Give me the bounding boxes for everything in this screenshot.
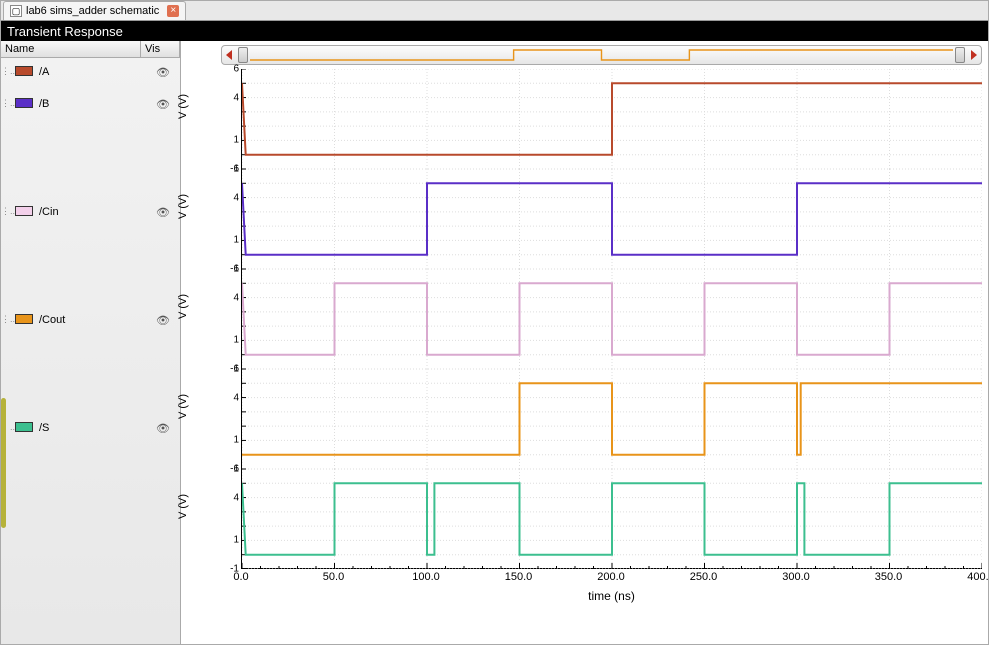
scroll-handle-right[interactable] [955,47,965,63]
legend-header: Name Vis [1,41,180,58]
tree-icon: ⋮.. [1,98,15,109]
scroll-left-icon[interactable] [226,50,232,60]
color-swatch [15,314,33,324]
legend-row-A[interactable]: ⋮.. /A👁 [1,58,180,94]
y-tick: 6 [233,464,239,475]
legend-col-name[interactable]: Name [1,41,141,57]
selection-indicator [1,398,6,528]
color-swatch [15,206,33,216]
y-tick: 6 [233,64,239,75]
legend-row-B[interactable]: ⋮.. /B👁 [1,94,180,202]
subplot-S: V (V)-1146 [181,469,982,569]
waveform-plot[interactable] [242,169,982,269]
y-tick: 1 [233,535,239,546]
x-axis-label: time (ns) [588,589,635,603]
x-tick: 150.0 [505,571,533,583]
schematic-tab[interactable]: ▢ lab6 sims_adder schematic × [3,1,186,20]
y-tick: 4 [233,492,239,503]
visibility-eye-icon[interactable]: 👁 [154,422,172,435]
tab-doc-icon: ▢ [10,5,22,17]
x-tick: 200.0 [597,571,625,583]
subplot-Cout: V (V)-1146 [181,369,982,469]
y-tick: 1 [233,235,239,246]
close-icon[interactable]: × [167,5,179,17]
waveform-plot[interactable] [242,369,982,469]
legend-row-Cout[interactable]: ⋮.. /Cout👁 [1,310,180,418]
x-tick: 0.0 [233,571,248,583]
signal-name: /Cin [39,206,154,218]
waveform-plot[interactable] [242,269,982,369]
signal-name: /B [39,98,154,110]
subplot-Cin: V (V)-1146 [181,269,982,369]
x-tick: 350.0 [875,571,903,583]
x-axis: 0.050.0100.0150.0200.0250.0300.0350.0400… [181,569,982,619]
scroll-handle-left[interactable] [238,47,248,63]
x-tick: 250.0 [690,571,718,583]
legend-col-vis[interactable]: Vis [141,41,180,57]
color-swatch [15,422,33,432]
waveform-plot[interactable] [242,69,982,169]
y-tick: 4 [233,292,239,303]
x-tick: 400.0 [967,571,989,583]
plot-title: Transient Response [7,24,123,39]
waveform-plot[interactable] [242,469,982,569]
x-tick: 100.0 [412,571,440,583]
scroll-right-icon[interactable] [971,50,977,60]
plot-title-bar: Transient Response [1,21,988,41]
x-tick: 300.0 [782,571,810,583]
plot-area: V (V)-1146V (V)-1146V (V)-1146V (V)-1146… [181,41,988,644]
tree-icon: ⋮.. [1,66,15,77]
signal-name: /A [39,66,154,78]
legend-panel: Name Vis ⋮../A👁⋮../B👁⋮../Cin👁⋮../Cout👁⋮.… [1,41,181,644]
overview-scrollbar[interactable] [221,45,982,65]
y-tick: 4 [233,192,239,203]
y-tick: 4 [233,92,239,103]
y-tick: 6 [233,364,239,375]
tab-bar: ▢ lab6 sims_adder schematic × [1,1,988,21]
legend-row-Cin[interactable]: ⋮.. /Cin👁 [1,202,180,310]
visibility-eye-icon[interactable]: 👁 [154,206,172,219]
signal-name: /Cout [39,314,154,326]
y-tick: 1 [233,335,239,346]
visibility-eye-icon[interactable]: 👁 [154,98,172,111]
y-tick: 6 [233,164,239,175]
color-swatch [15,66,33,76]
visibility-eye-icon[interactable]: 👁 [154,314,172,327]
y-tick: 4 [233,392,239,403]
color-swatch [15,98,33,108]
subplot-B: V (V)-1146 [181,169,982,269]
tab-title: lab6 sims_adder schematic [26,5,159,17]
overview-waveform [250,46,953,64]
legend-row-S[interactable]: ⋮../S👁 [1,418,180,526]
x-tick: 50.0 [323,571,344,583]
subplot-A: V (V)-1146 [181,69,982,169]
y-tick: 1 [233,435,239,446]
visibility-eye-icon[interactable]: 👁 [154,66,172,79]
tree-icon: ⋮.. [1,314,15,325]
y-tick: 6 [233,264,239,275]
signal-name: /S [39,422,154,434]
y-tick: 1 [233,135,239,146]
tree-icon: ⋮.. [1,206,15,217]
